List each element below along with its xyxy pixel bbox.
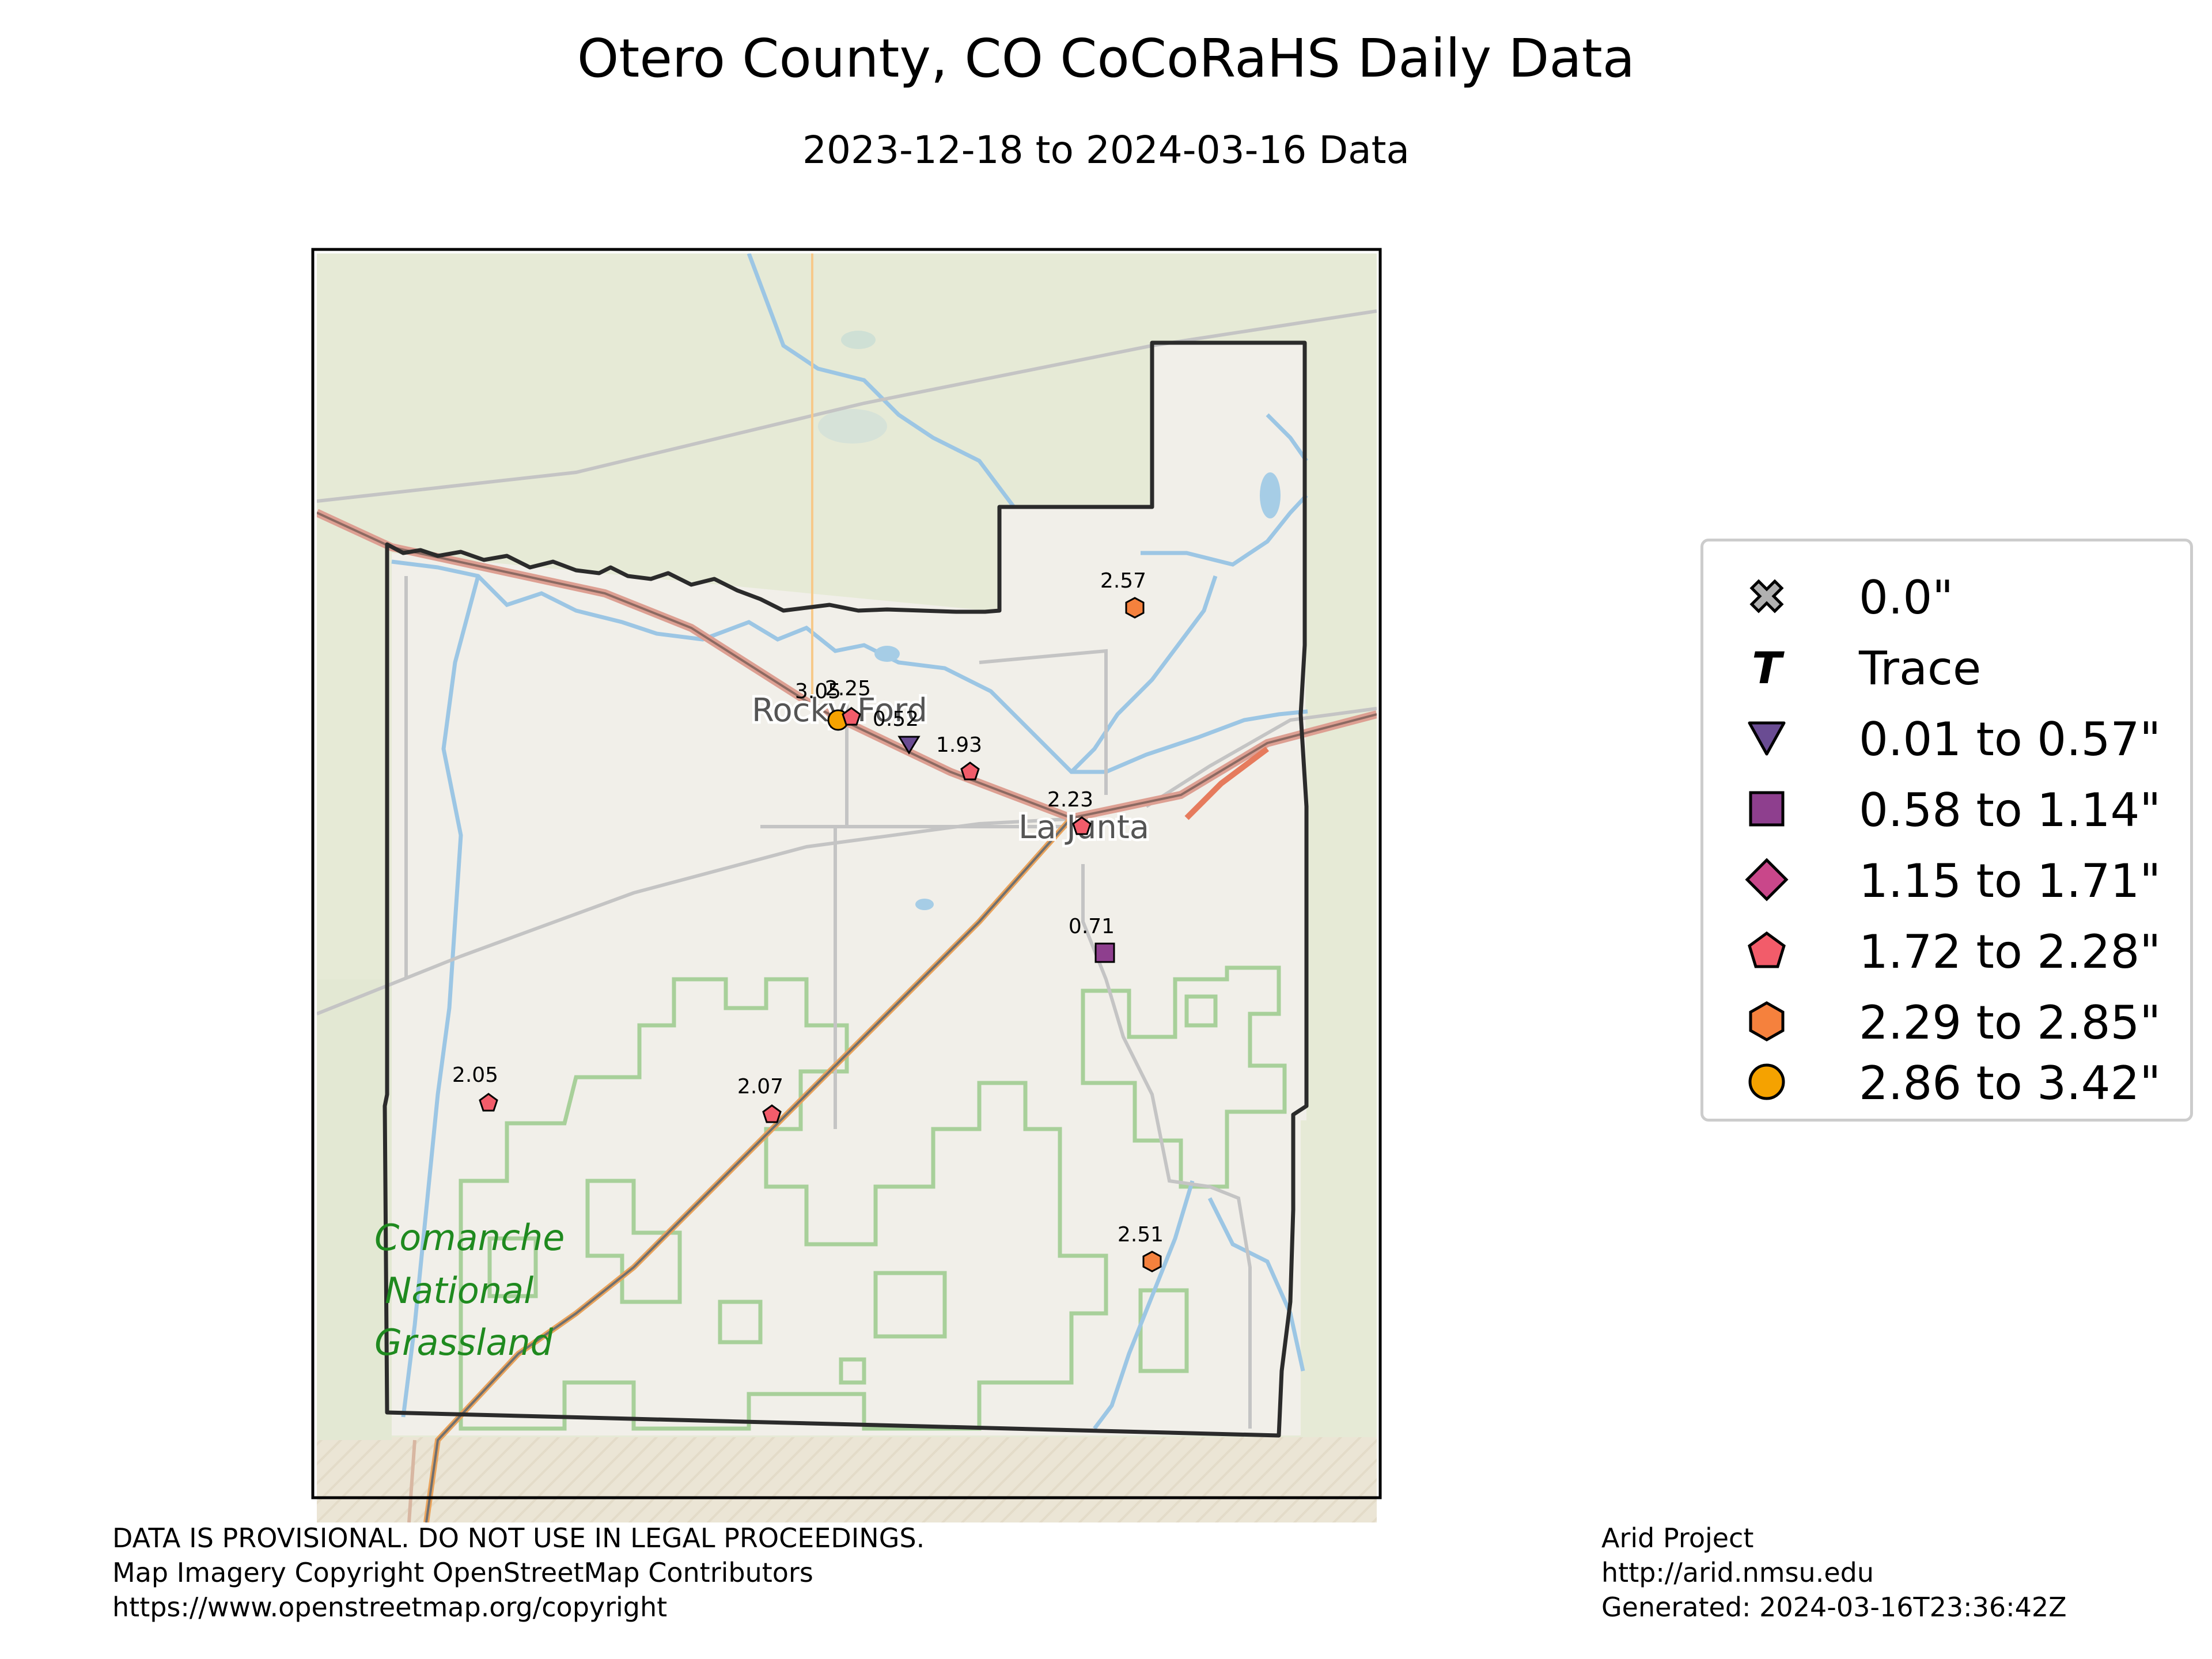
highways [317, 253, 1377, 1522]
station-value-label: 2.07 [737, 1075, 783, 1099]
svg-text:T: T [1752, 644, 1785, 690]
station-value-label: 2.25 [825, 677, 871, 700]
diamond-icon [1745, 858, 1789, 902]
attribution-text: Map Imagery Copyright OpenStreetMap Cont… [112, 1557, 813, 1588]
place-label-la-junta: La Junta [1018, 809, 1149, 846]
station-value-label: 2.23 [1047, 788, 1093, 812]
station-marker: 0.71 [1069, 915, 1115, 963]
station-value-label: 2.57 [1100, 569, 1146, 593]
station-value-label: 1.93 [936, 733, 982, 757]
legend-entry: 0.01 to 0.57" [1703, 703, 2190, 772]
station-marker: 1.93 [936, 733, 982, 781]
legend-entry: 2.29 to 2.85" [1703, 987, 2190, 1056]
place-label-comanche-2: National [385, 1270, 533, 1312]
station-marker: 2.05 [452, 1063, 498, 1112]
station-value-label: 0.71 [1069, 915, 1115, 938]
station-markers: 2.57 3.05 2.25 0.52 1.93 2.23 0.71 2.05 [452, 569, 1164, 1272]
station-marker: 2.57 [1100, 569, 1146, 619]
map-frame [311, 248, 1382, 1499]
circle-icon [1748, 1063, 1785, 1100]
t-marker-icon: T [1752, 644, 1785, 690]
station-value-label: 2.51 [1118, 1223, 1164, 1247]
legend-label: 2.86 to 3.42" [1859, 1056, 2161, 1110]
legend-entry: 1.15 to 1.71" [1703, 845, 2190, 914]
hexagon-marker [1125, 597, 1145, 619]
map-title: Otero County, CO CoCoRaHS Daily Data [577, 28, 1635, 89]
station-marker: 2.51 [1118, 1223, 1164, 1272]
grassland-boundary [459, 965, 1287, 1431]
basemap: Rocky Ford La Junta Comanche National Gr… [317, 253, 1377, 1522]
pentagon-marker [479, 1093, 498, 1112]
hatched-area [317, 1437, 1377, 1522]
place-label-comanche-3: Grassland [374, 1321, 554, 1363]
station-value-label: 2.05 [452, 1063, 498, 1087]
legend-entry: T Trace [1703, 632, 2190, 702]
pentagon-marker [842, 707, 861, 726]
hexagon-icon [1749, 1001, 1785, 1041]
legend-label: 0.0" [1859, 571, 1954, 624]
station-marker: 2.23 [1047, 788, 1093, 835]
legend: 0.0" T Trace 0.01 to 0.57" 0.58 to 1.14"… [1700, 539, 2193, 1122]
legend-entry: 2.86 to 3.42" [1703, 1047, 2190, 1116]
station-value-label: 3.05 [795, 680, 841, 703]
roads [317, 309, 1377, 1429]
grassland-patch [317, 979, 392, 1440]
disclaimer-text: DATA IS PROVISIONAL. DO NOT USE IN LEGAL… [112, 1522, 925, 1554]
pentagon-marker [1072, 816, 1092, 835]
station-marker: 2.07 [737, 1075, 783, 1123]
triangle-down-icon [1748, 721, 1786, 756]
footer-right: Arid Project http://arid.nmsu.edu Genera… [1601, 1521, 2067, 1624]
x-marker-icon [1749, 579, 1784, 613]
county-fill [389, 343, 1306, 1435]
project-name: Arid Project [1601, 1522, 1754, 1554]
legend-label: 2.29 to 2.85" [1859, 996, 2161, 1050]
triangle-down-marker [897, 736, 921, 755]
legend-entry: 0.0" [1703, 562, 2190, 631]
lakes [818, 331, 1281, 910]
county-boundary [382, 340, 1309, 1438]
square-icon [1749, 791, 1785, 827]
map-subtitle: 2023-12-18 to 2024-03-16 Data [802, 128, 1410, 172]
station-marker: 2.25 [825, 677, 871, 726]
hexagon-marker [1142, 1251, 1162, 1272]
pentagon-marker [960, 762, 980, 781]
pentagon-icon [1748, 931, 1786, 968]
pentagon-marker [762, 1104, 782, 1123]
legend-label: 1.15 to 1.71" [1859, 854, 2161, 908]
legend-label: 0.58 to 1.14" [1859, 783, 2161, 837]
legend-label: 0.01 to 0.57" [1859, 713, 2161, 766]
place-label-comanche-1: Comanche [374, 1217, 565, 1259]
generated-timestamp: Generated: 2024-03-16T23:36:42Z [1601, 1592, 2067, 1623]
legend-entry: 0.58 to 1.14" [1703, 774, 2190, 843]
legend-entry: 1.72 to 2.28" [1703, 916, 2190, 985]
rivers [391, 253, 1308, 1430]
footer-left: DATA IS PROVISIONAL. DO NOT USE IN LEGAL… [112, 1521, 925, 1624]
station-value-label: 0.52 [873, 707, 919, 731]
project-link[interactable]: http://arid.nmsu.edu [1601, 1557, 1874, 1588]
copyright-link[interactable]: https://www.openstreetmap.org/copyright [112, 1592, 668, 1623]
square-marker [1094, 942, 1115, 963]
legend-label: Trace [1859, 642, 1982, 695]
station-marker: 0.52 [873, 707, 921, 755]
legend-label: 1.72 to 2.28" [1859, 925, 2161, 979]
